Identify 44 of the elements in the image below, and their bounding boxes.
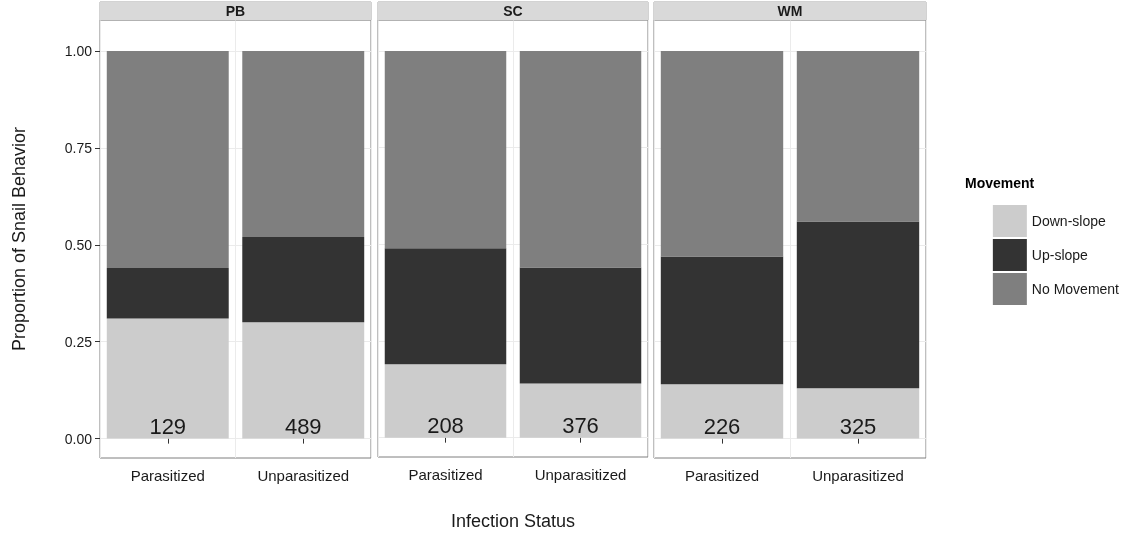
annotation: 226 (703, 413, 741, 439)
bar (384, 364, 507, 438)
bar (796, 388, 920, 439)
x-tick-label: Parasitized (408, 466, 483, 483)
legend-label: Down-slope (1031, 213, 1106, 229)
annotation: 376 (562, 412, 599, 438)
bar (242, 322, 365, 439)
y-tick-label: 0.75 (64, 139, 93, 156)
bar (242, 237, 365, 323)
x-tick-label: Unparasitized (812, 467, 904, 484)
x-axis-title: Infection Status (450, 511, 576, 531)
bar (519, 50, 642, 268)
x-tick-label: Parasitized (684, 467, 760, 484)
y-axis-title: Proportion of Snail Behavior (9, 126, 29, 352)
x-tick-label: Unparasitized (257, 467, 350, 484)
x-tick-label: Parasitized (130, 467, 205, 484)
chart-title: SC (503, 3, 523, 19)
y-tick-label: 0.50 (64, 236, 93, 253)
legend-label: No Movement (1031, 281, 1120, 297)
bar (660, 51, 784, 257)
bar (660, 256, 784, 385)
y-tick-label: 0.25 (64, 333, 93, 350)
bar (519, 267, 642, 384)
x-tick-label: Unparasitized (534, 466, 627, 483)
bar (384, 248, 507, 365)
y-tick-label: 1.00 (64, 43, 93, 60)
bar (796, 51, 920, 222)
bar (519, 383, 642, 438)
legend-label: Up-slope (1031, 247, 1089, 263)
legend-title: Movement (965, 175, 1035, 191)
annotation: 129 (149, 413, 187, 439)
annotation: 489 (284, 413, 322, 439)
chart-title: WM (777, 3, 803, 19)
bar (106, 268, 229, 319)
bar (106, 51, 229, 269)
bar (384, 50, 507, 249)
bar (660, 384, 784, 439)
chart-title: PB (225, 3, 246, 19)
y-tick-label: 0.00 (64, 430, 93, 447)
bar (242, 51, 365, 238)
annotation: 325 (839, 413, 877, 439)
annotation: 208 (427, 412, 464, 438)
bar (106, 318, 229, 439)
bar (796, 221, 920, 389)
